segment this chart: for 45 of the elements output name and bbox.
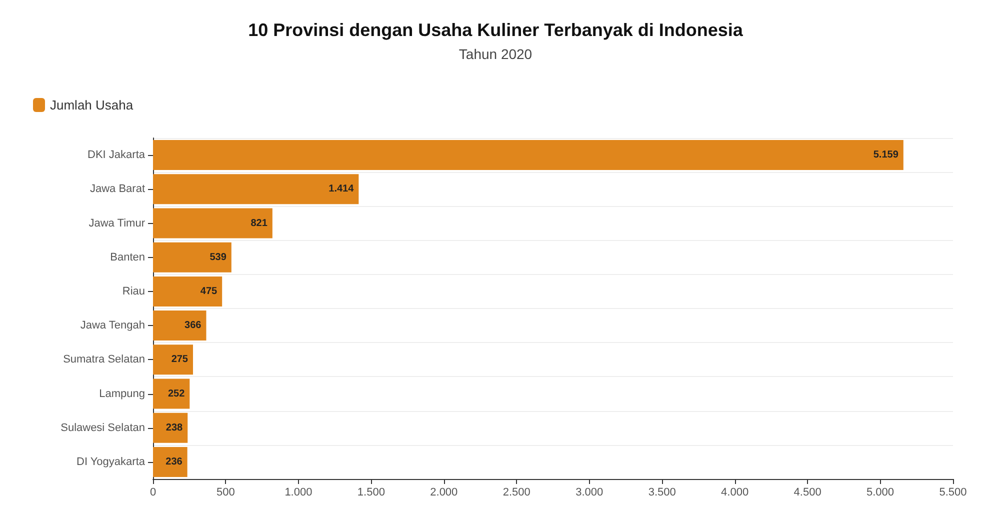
bar [153, 446, 188, 477]
data-label: 539 [210, 252, 227, 263]
x-tick-label: 500 [216, 486, 235, 498]
x-tick-label: 4.000 [721, 486, 749, 498]
x-tick-label: 5.000 [866, 486, 894, 498]
data-label: 1.414 [328, 184, 354, 195]
x-tick-label: 3.000 [576, 486, 604, 498]
bar [153, 242, 232, 272]
data-label: 238 [166, 422, 184, 434]
data-label: 5.159 [873, 150, 899, 161]
y-tick-label: DKI Jakarta [88, 149, 146, 162]
x-tick-label: 2.000 [430, 486, 458, 498]
y-tick-label: Jawa Tengah [80, 320, 145, 332]
y-tick-label: Jawa Barat [90, 183, 145, 196]
data-label: 236 [166, 456, 183, 468]
y-tick-label: Sulawesi Selatan [60, 422, 145, 434]
bar [153, 208, 272, 238]
y-tick-label: Sumatra Selatan [63, 354, 145, 366]
bar [153, 140, 904, 170]
legend-label: Jumlah Usaha [50, 98, 134, 112]
x-tick-label: 5.500 [939, 486, 967, 498]
x-tick-label: 1.000 [284, 486, 312, 498]
x-tick-label: 3.500 [648, 486, 676, 498]
y-tick-label: Lampung [99, 388, 145, 400]
y-tick-label: Jawa Timur [88, 217, 146, 230]
x-tick-label: 4.500 [794, 486, 822, 498]
data-label: 366 [184, 320, 202, 332]
data-label: 475 [200, 286, 218, 297]
bar [153, 310, 206, 341]
chart-title: 10 Provinsi dengan Usaha Kuliner Terbanyak di Indonesia [248, 20, 744, 40]
bar [153, 276, 222, 306]
data-label: 275 [171, 354, 188, 366]
bar [153, 378, 190, 409]
x-tick-label: 2.500 [502, 486, 530, 498]
bar [153, 344, 193, 375]
x-tick-label: 1.500 [357, 486, 385, 498]
chart-subtitle: Tahun 2020 [458, 46, 532, 62]
y-tick-label: DI Yogyakarta [76, 456, 146, 468]
data-label: 821 [250, 218, 268, 229]
y-tick-label: Riau [122, 285, 145, 298]
bar [153, 174, 359, 204]
data-label: 252 [168, 388, 186, 400]
bar [153, 412, 188, 443]
x-tick-label: 0 [150, 486, 156, 498]
y-tick-label: Banten [110, 251, 145, 264]
